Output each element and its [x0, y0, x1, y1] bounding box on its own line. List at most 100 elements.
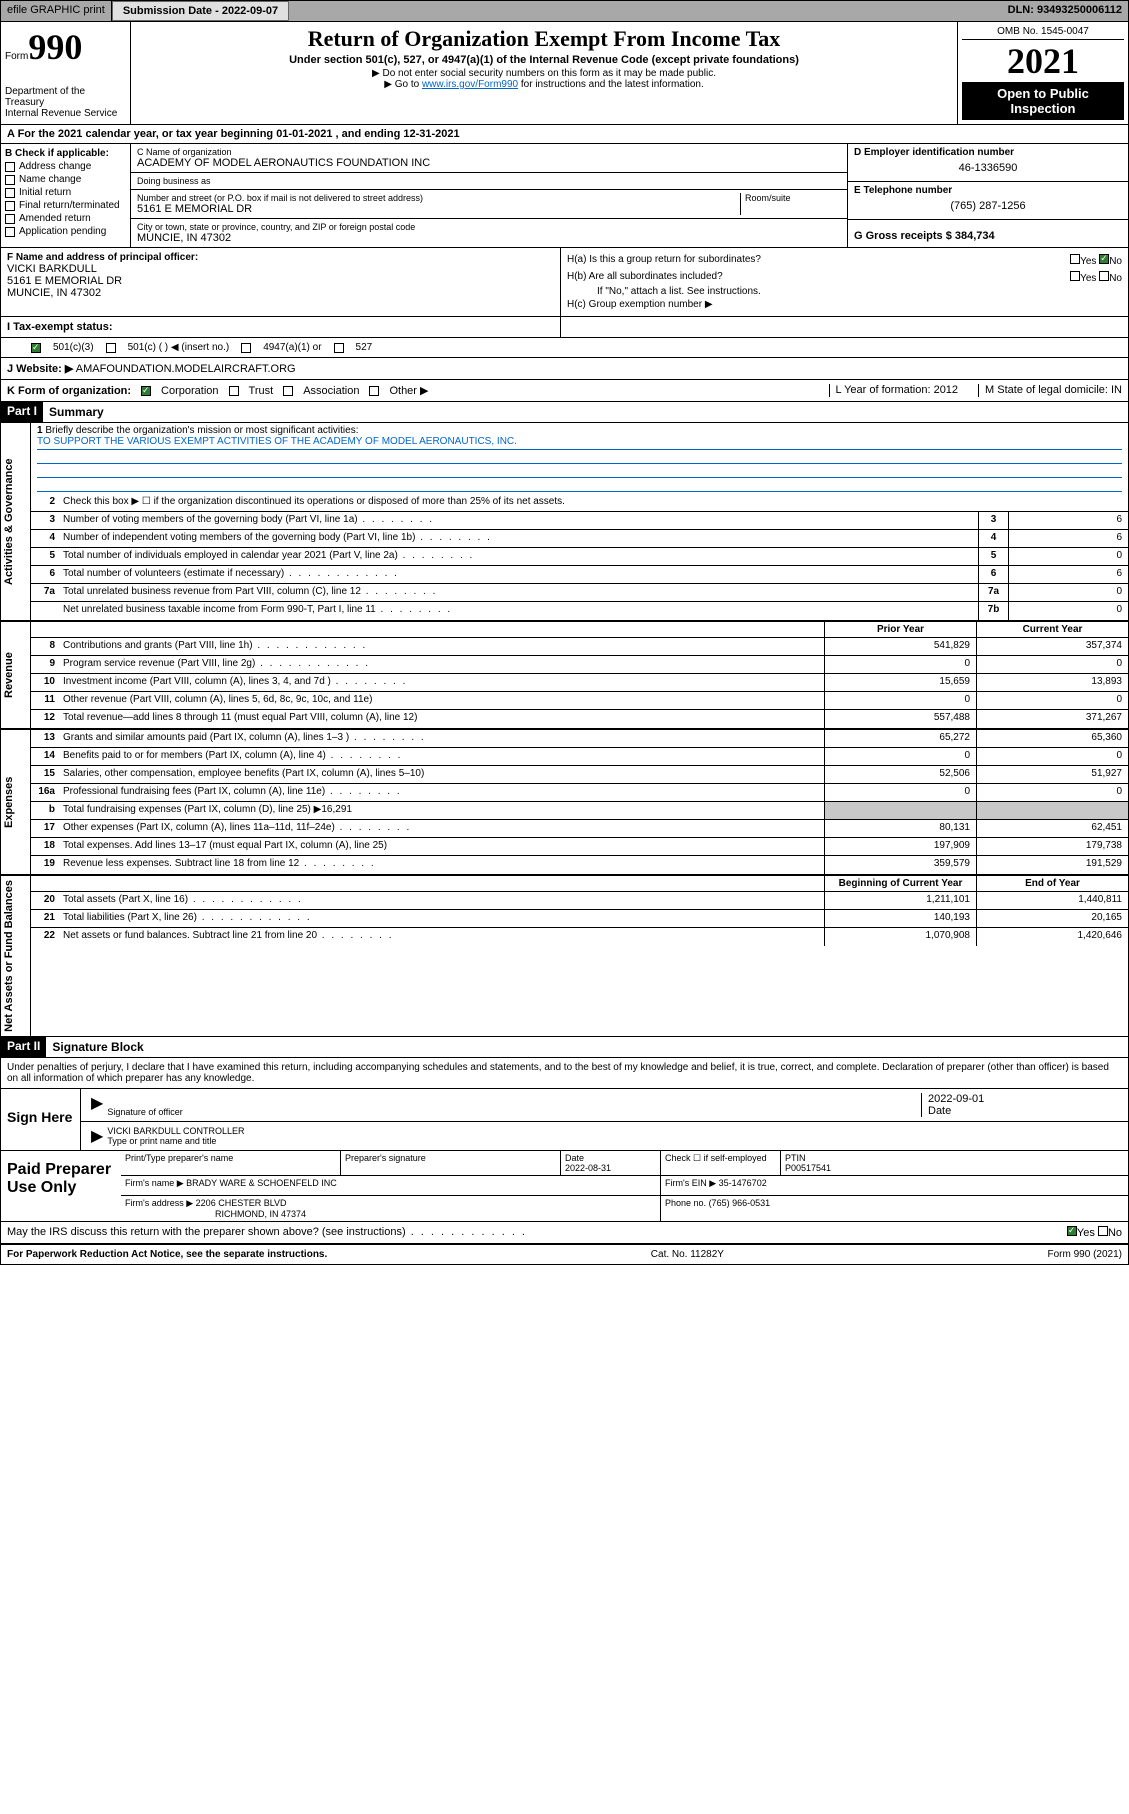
v4: 6	[1008, 530, 1128, 547]
paid-preparer-label: Paid Preparer Use Only	[1, 1151, 121, 1221]
cb-other[interactable]	[369, 386, 379, 396]
vtab-governance: Activities & Governance	[1, 423, 31, 620]
q1-answer: TO SUPPORT THE VARIOUS EXEMPT ACTIVITIES…	[37, 436, 1122, 450]
cb-501c[interactable]	[106, 343, 116, 353]
ha-no: No	[1109, 256, 1122, 267]
p14: 0	[824, 748, 976, 765]
ha-label: H(a) Is this a group return for subordin…	[567, 254, 761, 267]
cb-discuss-yes[interactable]	[1067, 1226, 1077, 1236]
p17: 80,131	[824, 820, 976, 837]
row-j-website: J Website: ▶ AMAFOUNDATION.MODELAIRCRAFT…	[1, 358, 1128, 380]
mission-blank-1	[37, 450, 1122, 464]
cb-501c3[interactable]	[31, 343, 41, 353]
paid-preparer-row: Paid Preparer Use Only Print/Type prepar…	[1, 1151, 1128, 1222]
l-year-formation: L Year of formation: 2012	[829, 384, 959, 397]
opt-501c: 501(c) ( ) ◀ (insert no.)	[128, 342, 230, 353]
part-ii-badge: Part II	[1, 1037, 46, 1057]
v5: 0	[1008, 548, 1128, 565]
c-addr-row: Number and street (or P.O. box if mail i…	[131, 190, 847, 219]
cb-initial-return[interactable]	[5, 188, 15, 198]
cb-address-change[interactable]	[5, 162, 15, 172]
cb-4947[interactable]	[241, 343, 251, 353]
c10: 13,893	[976, 674, 1128, 691]
ha-row: H(a) Is this a group return for subordin…	[567, 252, 1122, 269]
p9: 0	[824, 656, 976, 673]
prep-addr-val: 2206 CHESTER BLVD	[196, 1198, 287, 1208]
cb-ha-no[interactable]	[1099, 254, 1109, 264]
discuss-yes: Yes	[1077, 1227, 1095, 1239]
goto-pre: ▶ Go to	[384, 79, 422, 90]
efile-label: efile GRAPHIC print	[1, 1, 112, 21]
e-phone-val: (765) 287-1256	[854, 196, 1122, 216]
c9: 0	[976, 656, 1128, 673]
g-receipts: G Gross receipts $ 384,734	[848, 220, 1128, 245]
summary-governance: Activities & Governance 1 Briefly descri…	[1, 423, 1128, 622]
cb-527[interactable]	[334, 343, 344, 353]
cb-name-change[interactable]	[5, 175, 15, 185]
form-label: Form	[5, 51, 28, 62]
sig-date-label: Date	[928, 1105, 1122, 1117]
header-right: OMB No. 1545-0047 2021 Open to Public In…	[958, 22, 1128, 124]
c20: 1,440,811	[976, 892, 1128, 909]
cb-application-pending[interactable]	[5, 227, 15, 237]
form-subtitle: Under section 501(c), 527, or 4947(a)(1)…	[139, 54, 949, 66]
cat-number: Cat. No. 11282Y	[651, 1249, 724, 1260]
lbl-final-return: Final return/terminated	[19, 200, 120, 211]
section-b-through-g: B Check if applicable: Address change Na…	[1, 144, 1128, 248]
opt-4947: 4947(a)(1) or	[263, 342, 321, 353]
submission-date[interactable]: Submission Date - 2022-09-07	[112, 1, 289, 21]
p19: 359,579	[824, 856, 976, 874]
form-number: 990	[28, 27, 82, 67]
col-b-checkboxes: B Check if applicable: Address change Na…	[1, 144, 131, 247]
summary-net-assets: Net Assets or Fund Balances Beginning of…	[1, 876, 1128, 1037]
v7b: 0	[1008, 602, 1128, 620]
hb-row: H(b) Are all subordinates included? Yes …	[567, 269, 1122, 286]
page-footer: For Paperwork Reduction Act Notice, see …	[1, 1245, 1128, 1264]
discuss-label: May the IRS discuss this return with the…	[7, 1226, 527, 1239]
cb-hb-no[interactable]	[1099, 271, 1109, 281]
cb-final-return[interactable]	[5, 201, 15, 211]
q6-label: Total number of volunteers (estimate if …	[59, 566, 978, 583]
cb-corporation[interactable]	[141, 386, 151, 396]
cb-trust[interactable]	[229, 386, 239, 396]
prep-date-label: Date	[565, 1153, 584, 1163]
p12: 557,488	[824, 710, 976, 728]
row-f-h: F Name and address of principal officer:…	[1, 248, 1128, 317]
c15: 51,927	[976, 766, 1128, 783]
open-line1: Open to Public	[966, 86, 1120, 101]
part-ii-title: Signature Block	[46, 1037, 149, 1057]
q19-label: Revenue less expenses. Subtract line 18 …	[59, 856, 824, 874]
sig-name-line: ▶ VICKI BARKDULL CONTROLLER Type or prin…	[81, 1122, 1128, 1150]
q14-label: Benefits paid to or for members (Part IX…	[59, 748, 824, 765]
opt-corporation: Corporation	[161, 385, 218, 397]
prep-phone-label: Phone no.	[665, 1198, 706, 1208]
lbl-address-change: Address change	[19, 161, 91, 172]
col-c-org-info: C Name of organization ACADEMY OF MODEL …	[131, 144, 848, 247]
row-i-tax-status: I Tax-exempt status:	[1, 317, 1128, 338]
sig-officer-line: ▶ Signature of officer 2022-09-01 Date	[81, 1089, 1128, 1122]
sign-here-label: Sign Here	[1, 1089, 81, 1150]
tax-year: 2021	[962, 40, 1124, 82]
discuss-row: May the IRS discuss this return with the…	[1, 1222, 1128, 1245]
q7b-label: Net unrelated business taxable income fr…	[59, 602, 978, 620]
q4-label: Number of independent voting members of …	[59, 530, 978, 547]
c-city-row: City or town, state or province, country…	[131, 219, 847, 247]
part-i-badge: Part I	[1, 402, 43, 422]
cb-hb-yes[interactable]	[1070, 271, 1080, 281]
cb-amended-return[interactable]	[5, 214, 15, 224]
arrow-icon-2: ▶	[87, 1126, 107, 1146]
v3: 6	[1008, 512, 1128, 529]
col-f-officer: F Name and address of principal officer:…	[1, 248, 561, 316]
c22: 1,420,646	[976, 928, 1128, 946]
cb-association[interactable]	[283, 386, 293, 396]
sig-date-val: 2022-09-01	[928, 1093, 1122, 1105]
prep-firm-label: Firm's name ▶	[125, 1178, 184, 1188]
c11: 0	[976, 692, 1128, 709]
col-k-form-org: K Form of organization: Corporation Trus…	[7, 384, 829, 397]
cb-discuss-no[interactable]	[1098, 1226, 1108, 1236]
goto-link[interactable]: www.irs.gov/Form990	[422, 79, 518, 90]
current-year-head: Current Year	[976, 622, 1128, 637]
cb-ha-yes[interactable]	[1070, 254, 1080, 264]
prep-ein-val: 35-1476702	[719, 1178, 767, 1188]
mission-blank-3	[37, 478, 1122, 492]
